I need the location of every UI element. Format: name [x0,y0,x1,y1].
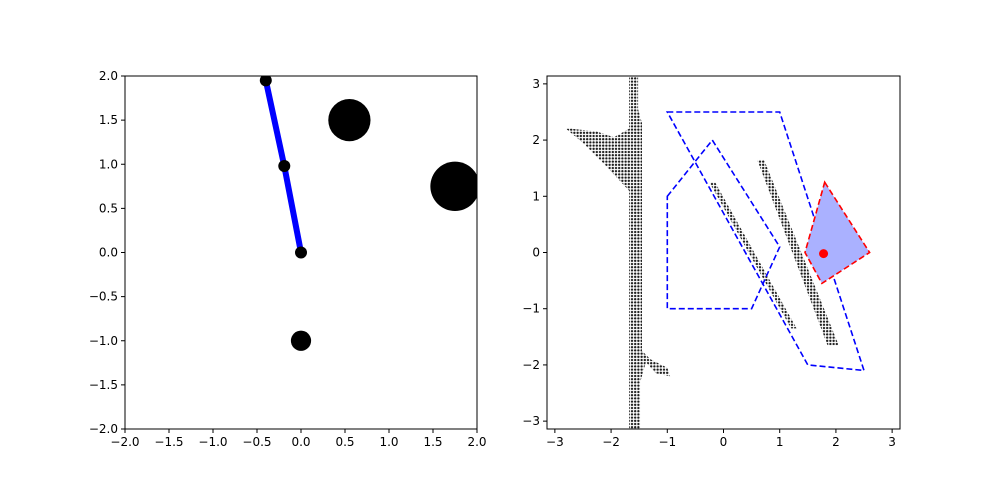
arm-joint [295,246,307,259]
configuration-space-plot: −3 −2 −1 0 1 2 3 −3 −2 −1 0 1 2 3 [522,75,901,449]
x-tick-label: 2.0 [467,435,486,449]
y-tick-label: −3 [522,414,540,428]
workspace-plot: −2.0 −1.5 −1.0 −0.5 0.0 0.5 1.0 1.5 2.0 −2.0 −1.5 −… [89,69,487,449]
y-tick-label: 1.5 [99,113,118,127]
x-tick-label: −2 [602,435,620,449]
workspace-plot-frame [124,75,478,430]
configuration-obstacle [757,159,839,346]
x-tick-label: −3 [546,435,564,449]
x-tick-label: −2.0 [110,435,139,449]
y-tick-label: −1.5 [89,378,118,392]
y-tick-label: 0 [532,246,540,260]
x-tick-label: −0.5 [242,435,271,449]
configuration-plot-frame [546,75,901,430]
y-tick-label: −0.5 [89,290,118,304]
x-tick-label: 0.5 [335,435,354,449]
y-tick-label: 2 [532,133,540,147]
y-tick-label: 1 [532,189,540,203]
x-tick-label: 1.5 [423,435,442,449]
y-tick-label: 0.5 [99,201,118,215]
x-tick-label: 1 [776,435,784,449]
x-tick-label: −1.0 [198,435,227,449]
obstacle-circle [290,330,312,351]
x-tick-label: 2 [832,435,840,449]
arm-joint [259,76,272,87]
x-tick-label: 0.0 [291,435,310,449]
highlighted-region [804,180,871,285]
x-tick-label: −1 [658,435,676,449]
y-tick-label: −1.0 [89,334,118,348]
obstacle-circle [328,99,371,142]
x-tick-label: 1.0 [379,435,398,449]
x-tick-label: 0 [720,435,728,449]
y-tick-label: −1 [522,302,540,316]
x-tick-label: 3 [888,435,896,449]
configuration-obstacle [709,182,797,329]
current-configuration-point [819,249,829,259]
dashed-region [666,138,781,310]
y-tick-label: 1.0 [99,157,118,171]
arm-joint [278,160,291,173]
obstacle-circle [430,161,477,211]
y-tick-label: 2.0 [99,69,118,83]
configuration-obstacle [566,76,671,429]
y-tick-label: −2.0 [89,422,118,436]
y-tick-label: 0.0 [99,246,118,260]
y-tick-label: 3 [532,77,540,91]
x-tick-label: −1.5 [154,435,183,449]
dashed-region [665,111,866,372]
y-tick-label: −2 [522,358,540,372]
